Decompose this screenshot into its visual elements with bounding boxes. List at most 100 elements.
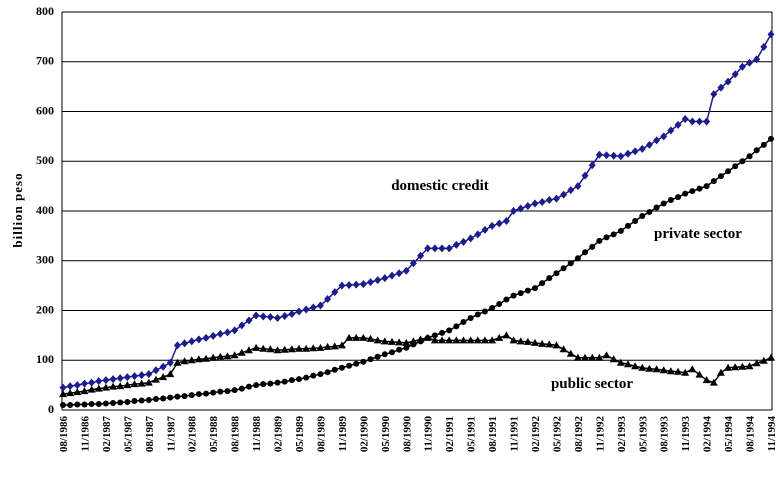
data-point <box>281 378 288 385</box>
data-point <box>88 401 95 408</box>
data-point <box>695 370 704 378</box>
data-point <box>524 202 532 211</box>
data-point <box>417 251 425 260</box>
x-tick-label: 08/1994 <box>745 416 757 453</box>
data-point <box>502 331 511 339</box>
data-point <box>760 141 767 148</box>
data-point <box>531 199 539 208</box>
x-tick-label: 05/1989 <box>294 416 306 453</box>
data-point <box>674 367 683 375</box>
data-point <box>109 382 118 390</box>
data-point <box>552 194 560 203</box>
data-point <box>352 280 360 289</box>
data-point <box>202 333 210 342</box>
data-point <box>581 171 589 180</box>
data-point <box>717 173 724 180</box>
data-point <box>267 380 274 387</box>
data-point <box>524 287 531 294</box>
data-point <box>559 345 568 353</box>
data-point <box>609 355 618 363</box>
data-point <box>710 90 718 99</box>
data-point <box>310 372 317 379</box>
data-point <box>581 353 590 361</box>
data-point <box>144 378 153 386</box>
x-tick-label: 11/1990 <box>423 416 435 452</box>
data-point <box>595 353 604 361</box>
data-point <box>59 383 67 392</box>
data-point <box>503 296 510 303</box>
x-tick-label: 11/1992 <box>594 416 606 452</box>
x-tick-label: 11/1994 <box>766 416 776 452</box>
data-point <box>302 344 311 352</box>
data-point <box>366 334 375 342</box>
data-point <box>166 370 175 378</box>
data-point <box>703 183 710 190</box>
data-point <box>66 382 74 391</box>
y-tick-label: 800 <box>36 4 54 18</box>
data-point <box>603 234 610 241</box>
y-tick-label: 400 <box>36 203 54 217</box>
x-tick-label: 02/1988 <box>187 416 199 453</box>
data-point <box>545 196 553 205</box>
data-point <box>645 140 653 149</box>
data-point <box>574 255 581 262</box>
data-point <box>209 331 217 340</box>
data-point <box>459 237 467 246</box>
y-tick-label: 500 <box>36 153 54 167</box>
data-point <box>237 348 246 356</box>
data-point <box>109 375 117 384</box>
data-point <box>767 353 775 361</box>
data-point <box>688 365 697 373</box>
data-point <box>323 342 332 350</box>
data-point <box>653 136 661 145</box>
data-point <box>295 344 303 352</box>
data-point <box>324 295 332 304</box>
data-point <box>331 288 339 297</box>
data-point <box>180 357 189 365</box>
data-point <box>116 382 125 390</box>
data-point <box>745 362 754 370</box>
data-point <box>238 385 245 392</box>
data-point <box>753 55 761 64</box>
data-point <box>216 329 224 338</box>
data-point <box>489 305 496 312</box>
data-point <box>259 312 267 321</box>
x-tick-label: 11/1987 <box>165 416 177 452</box>
data-point <box>152 366 160 375</box>
data-point <box>681 368 690 376</box>
data-point <box>223 328 231 337</box>
data-point <box>80 379 88 388</box>
data-point <box>123 381 132 389</box>
data-point <box>552 341 561 349</box>
data-point <box>488 221 496 230</box>
data-point <box>230 351 239 359</box>
data-point <box>244 346 253 354</box>
data-point <box>467 314 474 321</box>
data-point <box>59 390 67 398</box>
data-point <box>396 346 403 353</box>
data-point <box>631 147 639 156</box>
data-point <box>438 336 447 344</box>
data-point <box>666 367 675 375</box>
data-point <box>510 292 517 299</box>
data-point <box>496 301 503 308</box>
data-point <box>675 194 682 201</box>
data-point <box>195 391 202 398</box>
data-point <box>324 369 331 376</box>
data-point <box>610 151 618 160</box>
series-line <box>62 334 772 395</box>
data-point <box>516 337 525 345</box>
data-point <box>652 365 661 373</box>
data-point <box>252 311 260 320</box>
data-point <box>545 340 554 348</box>
data-point <box>531 338 539 346</box>
data-point <box>374 353 381 360</box>
data-point <box>645 364 654 372</box>
data-point <box>402 266 410 275</box>
data-point <box>538 339 547 347</box>
data-point <box>195 335 203 344</box>
series-annotation: domestic credit <box>391 178 489 194</box>
data-point <box>395 338 404 346</box>
data-point <box>110 400 117 407</box>
data-point <box>302 305 310 314</box>
